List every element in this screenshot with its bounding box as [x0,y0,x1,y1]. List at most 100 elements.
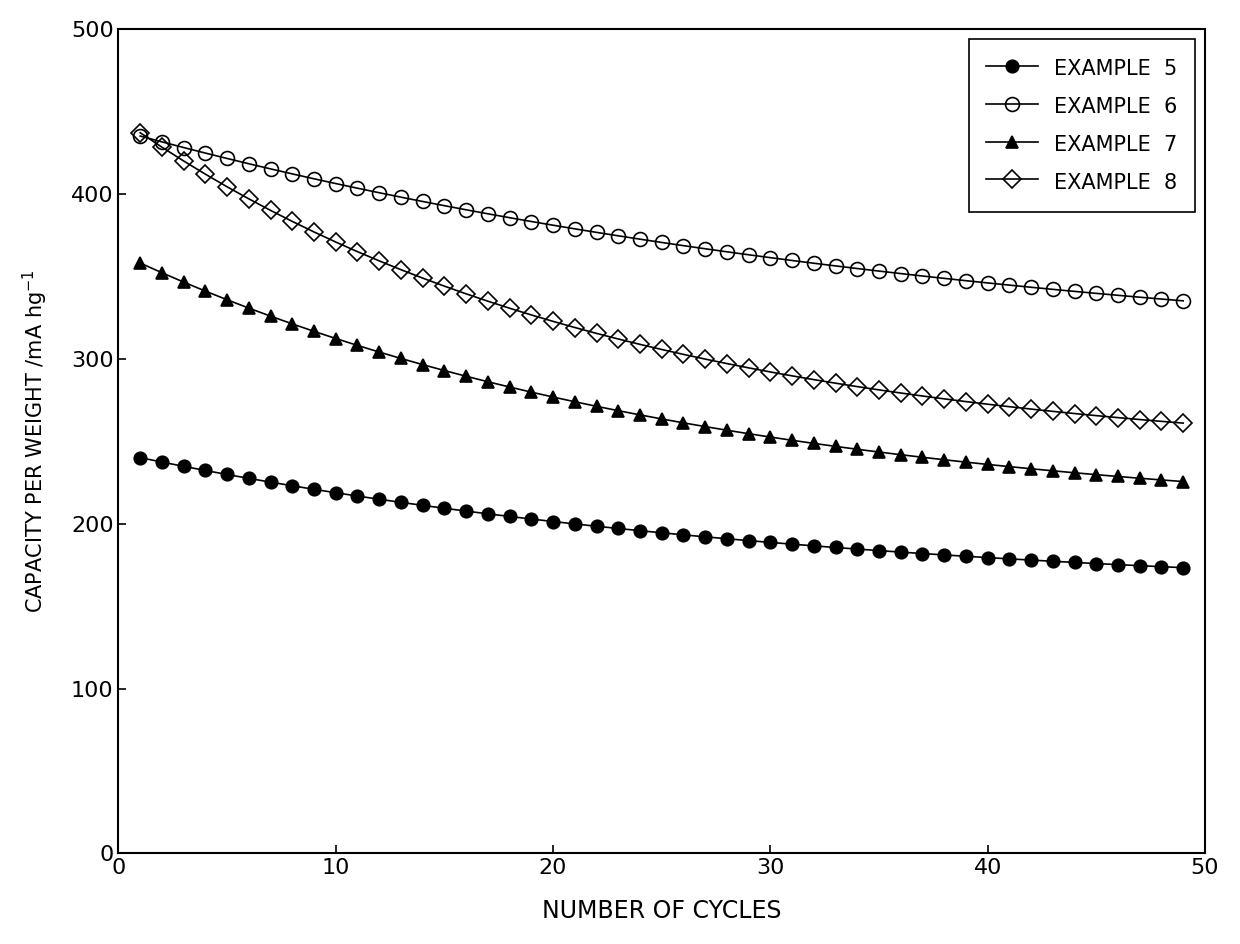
EXAMPLE  6 [980,278,994,289]
EXAMPLE  6 [306,173,321,184]
EXAMPLE  8 [763,366,777,378]
EXAMPLE  5 [155,456,170,467]
EXAMPLE  5 [1132,560,1147,571]
EXAMPLE  6 [742,249,756,261]
EXAMPLE  8 [676,348,691,360]
EXAMPLE  5 [133,452,148,464]
EXAMPLE  5 [719,533,734,545]
EXAMPLE  6 [1045,284,1060,295]
EXAMPLE  8 [155,142,170,153]
EXAMPLE  7 [980,459,994,470]
Line: EXAMPLE  8: EXAMPLE 8 [134,126,1189,430]
EXAMPLE  7 [350,340,365,351]
EXAMPLE  5 [980,552,994,564]
EXAMPLE  8 [1045,406,1060,417]
EXAMPLE  7 [523,386,538,397]
EXAMPLE  5 [415,499,430,511]
EXAMPLE  8 [415,273,430,284]
EXAMPLE  5 [263,477,278,488]
EXAMPLE  5 [568,518,583,530]
EXAMPLE  8 [828,378,843,389]
Line: EXAMPLE  6: EXAMPLE 6 [133,129,1190,308]
EXAMPLE  8 [742,362,756,374]
EXAMPLE  8 [459,288,474,299]
EXAMPLE  8 [849,381,864,393]
EXAMPLE  5 [546,515,560,527]
EXAMPLE  7 [893,449,908,461]
EXAMPLE  5 [393,497,408,508]
EXAMPLE  6 [480,208,495,219]
EXAMPLE  6 [1154,294,1169,305]
EXAMPLE  6 [936,273,951,284]
EXAMPLE  8 [546,315,560,327]
EXAMPLE  5 [959,550,973,562]
EXAMPLE  8 [285,216,300,228]
EXAMPLE  6 [828,261,843,272]
EXAMPLE  8 [329,236,343,247]
EXAMPLE  6 [372,187,387,198]
EXAMPLE  5 [329,487,343,498]
EXAMPLE  8 [350,246,365,258]
EXAMPLE  8 [1024,403,1039,414]
EXAMPLE  5 [676,530,691,541]
EXAMPLE  8 [436,280,451,292]
EXAMPLE  5 [436,502,451,514]
EXAMPLE  8 [1089,410,1104,421]
EXAMPLE  7 [1045,465,1060,477]
EXAMPLE  6 [176,142,191,153]
EXAMPLE  6 [459,204,474,215]
EXAMPLE  6 [849,262,864,274]
EXAMPLE  7 [1176,476,1190,487]
EXAMPLE  7 [242,302,257,313]
EXAMPLE  8 [589,328,604,339]
EXAMPLE  7 [655,413,670,425]
EXAMPLE  8 [936,394,951,405]
EXAMPLE  8 [1154,415,1169,427]
EXAMPLE  7 [1068,467,1083,479]
EXAMPLE  6 [676,240,691,251]
EXAMPLE  5 [915,548,930,559]
EXAMPLE  5 [698,531,713,543]
EXAMPLE  8 [1132,413,1147,425]
EXAMPLE  6 [1132,292,1147,303]
EXAMPLE  6 [1089,288,1104,299]
EXAMPLE  5 [242,473,257,484]
EXAMPLE  5 [523,514,538,525]
EXAMPLE  7 [1154,474,1169,485]
EXAMPLE  7 [219,295,234,306]
EXAMPLE  6 [589,227,604,238]
EXAMPLE  7 [872,447,887,458]
EXAMPLE  5 [872,545,887,556]
EXAMPLE  8 [915,390,930,401]
EXAMPLE  7 [959,457,973,468]
EXAMPLE  8 [959,396,973,407]
EXAMPLE  7 [719,425,734,436]
Line: EXAMPLE  7: EXAMPLE 7 [134,257,1189,488]
EXAMPLE  7 [915,451,930,463]
EXAMPLE  6 [1002,279,1017,291]
EXAMPLE  5 [1176,562,1190,573]
EXAMPLE  8 [785,370,800,381]
EXAMPLE  5 [480,508,495,519]
EXAMPLE  8 [1111,412,1126,423]
EXAMPLE  6 [1068,286,1083,297]
EXAMPLE  7 [133,258,148,269]
EXAMPLE  5 [306,483,321,495]
EXAMPLE  8 [502,303,517,314]
EXAMPLE  8 [219,181,234,193]
EXAMPLE  6 [611,230,626,242]
EXAMPLE  8 [611,333,626,345]
EXAMPLE  7 [632,409,647,420]
Line: EXAMPLE  5: EXAMPLE 5 [134,451,1189,574]
EXAMPLE  5 [176,461,191,472]
EXAMPLE  5 [785,538,800,549]
EXAMPLE  6 [785,255,800,266]
EXAMPLE  6 [872,265,887,277]
EXAMPLE  5 [806,540,821,551]
Y-axis label: CAPACITY PER WEIGHT /mA hg$^{-1}$: CAPACITY PER WEIGHT /mA hg$^{-1}$ [21,269,50,613]
EXAMPLE  7 [263,311,278,322]
EXAMPLE  7 [936,454,951,465]
EXAMPLE  8 [1176,417,1190,429]
EXAMPLE  5 [459,505,474,516]
EXAMPLE  5 [219,469,234,480]
